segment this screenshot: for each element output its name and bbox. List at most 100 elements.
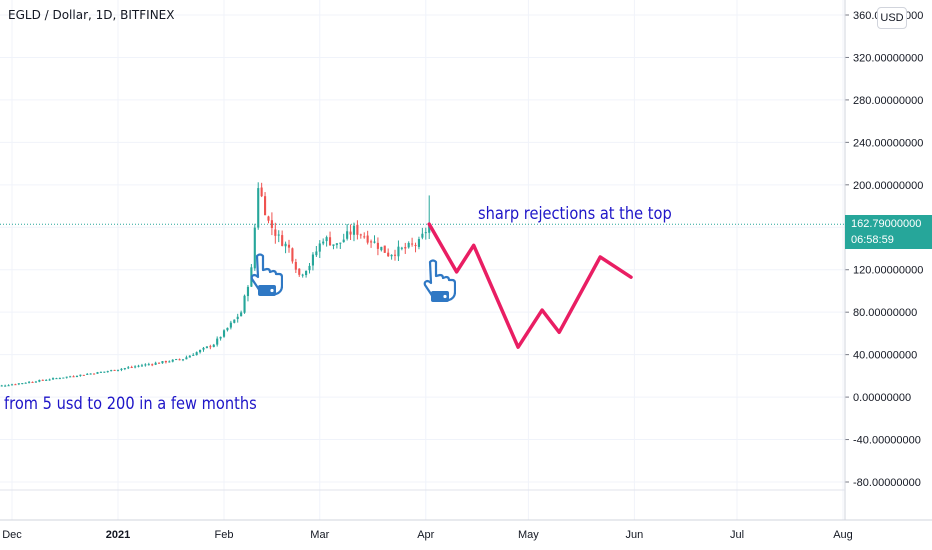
candle-body <box>212 344 215 347</box>
y-tick-label: 320.00000000 <box>853 52 923 64</box>
candle-body <box>318 243 321 252</box>
candle-body <box>45 379 48 381</box>
candle-body <box>110 370 113 372</box>
candle-body <box>335 243 338 245</box>
candle-body <box>397 246 400 257</box>
candle-body <box>298 268 301 275</box>
candle-body <box>376 242 379 249</box>
candle-body <box>281 235 284 246</box>
annotation-top-rejections[interactable]: sharp rejections at the top <box>478 204 672 224</box>
candle-body <box>328 237 332 246</box>
candle-body <box>400 247 403 249</box>
candle-body <box>188 355 191 358</box>
candle-body <box>168 361 171 363</box>
candle-body <box>257 188 260 228</box>
candle-body <box>164 360 167 363</box>
candle-body <box>260 187 263 197</box>
candle-body <box>373 241 376 243</box>
x-tick-label: Jul <box>730 529 744 541</box>
candle-body <box>72 376 75 378</box>
bar-countdown: 06:58:59 <box>851 234 894 246</box>
candle-body <box>140 365 144 367</box>
annotation-growth[interactable]: from 5 usd to 200 in a few months <box>4 394 257 414</box>
y-tick-label: 0.00000000 <box>853 392 911 404</box>
x-tick-label: Aug <box>833 529 853 541</box>
candle-body <box>181 359 185 361</box>
candle-body <box>62 377 65 379</box>
candle-body <box>17 383 20 385</box>
candle-body <box>113 369 116 371</box>
projection-path <box>427 222 633 349</box>
candle-body <box>240 312 243 317</box>
candle-body <box>277 234 280 236</box>
candle-body <box>147 364 150 366</box>
candle-body <box>144 364 147 366</box>
pointing-hand-icon[interactable] <box>420 258 456 304</box>
x-tick-label: Apr <box>417 529 434 541</box>
candle-body <box>69 376 72 378</box>
candle-body <box>116 369 120 371</box>
y-tick-label: 280.00000000 <box>853 95 923 107</box>
candle-body <box>274 229 277 236</box>
candle-body <box>243 295 246 313</box>
candle-body <box>370 241 373 243</box>
candle-body <box>219 336 222 339</box>
candle-body <box>393 254 397 256</box>
candle-body <box>41 379 44 381</box>
x-tick-label: Dec <box>2 529 22 541</box>
y-tick-label: 80.00000000 <box>853 307 917 319</box>
candle-body <box>356 224 359 235</box>
candle-body <box>390 254 393 257</box>
candle-body <box>157 362 161 364</box>
candle-body <box>151 364 154 366</box>
candle-body <box>195 352 198 356</box>
candle-body <box>322 241 325 244</box>
candle-body <box>65 376 68 378</box>
candle-body <box>202 347 205 350</box>
candle-series[interactable] <box>0 182 431 388</box>
y-tick-label: 120.00000000 <box>853 265 923 277</box>
candle-body <box>339 242 342 244</box>
candle-body <box>24 382 27 384</box>
candle-body <box>55 378 58 380</box>
candle-body <box>414 244 417 246</box>
candle-body <box>58 378 61 380</box>
candle-body <box>246 286 250 297</box>
candle-body <box>134 366 137 368</box>
pointing-hand-icon[interactable] <box>247 252 283 298</box>
candle-body <box>28 381 31 383</box>
candle-body <box>366 235 369 243</box>
candle-body <box>48 379 51 381</box>
grid <box>0 0 845 520</box>
candle-body <box>236 316 239 320</box>
candle-body <box>270 220 273 228</box>
candle-body <box>233 319 236 323</box>
candle-body <box>342 239 345 243</box>
candle-body <box>21 383 24 385</box>
candle-body <box>123 368 126 370</box>
candle-body <box>363 236 366 238</box>
x-tick-label: May <box>518 529 539 541</box>
candle-body <box>352 225 356 235</box>
candle-body <box>7 385 10 387</box>
candle-body <box>75 376 79 378</box>
candle-body <box>38 379 41 382</box>
candle-body <box>387 252 390 257</box>
candle-body <box>82 374 85 376</box>
candle-body <box>359 234 362 236</box>
candle-body <box>380 246 383 251</box>
x-tick-label: 2021 <box>106 529 130 541</box>
y-tick-label: -80.00000000 <box>853 477 921 489</box>
candle-body <box>383 245 386 253</box>
symbol-title[interactable]: EGLD / Dollar, 1D, BITFINEX <box>8 8 175 22</box>
currency-button[interactable]: USD <box>877 7 907 29</box>
y-tick-label: 240.00000000 <box>853 137 923 149</box>
candle-body <box>99 371 102 373</box>
candle-body <box>0 385 3 387</box>
last-price-value: 162.79000000 <box>851 218 922 230</box>
candle-body <box>349 231 352 235</box>
candle-body <box>421 233 424 238</box>
candle-body <box>106 371 109 373</box>
